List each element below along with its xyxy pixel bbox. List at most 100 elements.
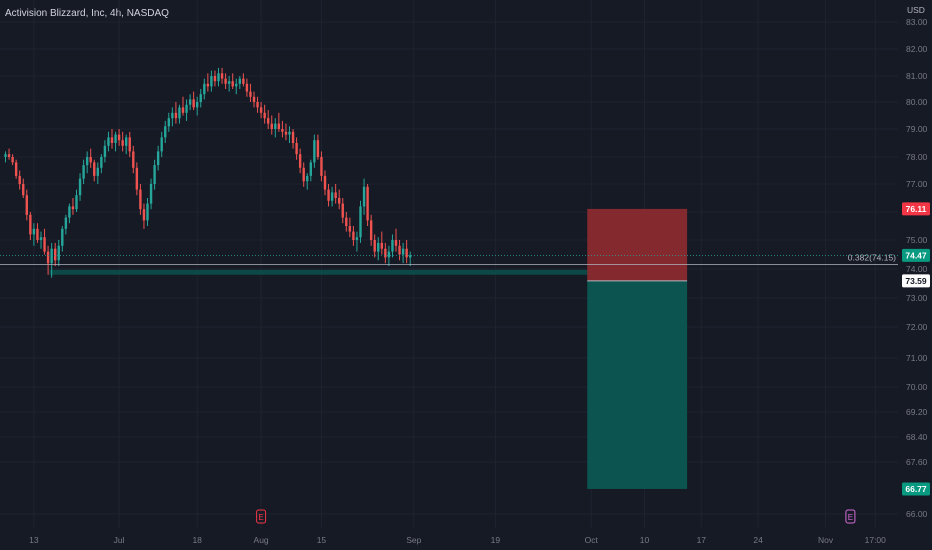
candle-body	[267, 118, 270, 124]
price-tick-label: 70.00	[906, 382, 928, 392]
price-tick-label: 67.60	[906, 457, 928, 467]
price-tick-label: 79.00	[906, 124, 928, 134]
candle-body	[188, 99, 192, 105]
candle-body	[238, 78, 241, 84]
time-tick-label: 13	[29, 535, 39, 545]
price-label-box	[902, 202, 930, 216]
overlays: 0.382(74.15) E E	[0, 253, 898, 524]
candle-body	[107, 137, 110, 146]
candle-body	[64, 217, 68, 229]
candle-body	[4, 154, 7, 157]
candle-body	[206, 83, 210, 87]
price-axis[interactable]: USD 66.00 67.60 68.40 69.20 70.00 71.00 72.00 73…	[902, 5, 930, 519]
earnings-marker	[256, 509, 267, 524]
candle-body	[345, 217, 348, 226]
price-tick-label: 83.00	[906, 17, 928, 27]
candle-body	[149, 184, 153, 204]
candle-body	[352, 231, 355, 240]
candle-body	[309, 162, 312, 176]
price-tick-label: 71.00	[906, 353, 928, 363]
candle-body	[210, 76, 213, 87]
candle-body	[54, 248, 57, 261]
price-label: 76.11	[906, 204, 927, 214]
price-label: 66.77	[905, 484, 927, 494]
candle-body	[341, 203, 344, 218]
candle-body	[249, 91, 252, 97]
time-tick-label: 19	[491, 535, 501, 545]
candle-body	[192, 99, 195, 108]
earnings-marker-label: E	[848, 513, 853, 522]
time-axis[interactable]: 13 Jul 18 Aug 15 Sep 19 Oct 10 17 24 Nov 17:00	[29, 535, 886, 545]
candle-body	[50, 248, 53, 264]
candle-body	[384, 248, 387, 258]
candle-body	[132, 151, 135, 168]
time-tick-label: 24	[753, 535, 763, 545]
candle-body	[11, 157, 14, 163]
candle-body	[96, 167, 99, 176]
candle-body	[405, 248, 408, 258]
candle-body	[281, 129, 284, 132]
candle-body	[284, 131, 288, 135]
candle-body	[171, 112, 174, 119]
candle-body	[295, 143, 298, 155]
candle-body	[110, 137, 114, 143]
candle-body	[125, 137, 128, 146]
price-tick-label: 80.00	[906, 97, 928, 107]
candle-body	[85, 157, 89, 166]
candle-body	[25, 195, 28, 215]
candle-body	[348, 226, 352, 232]
candle-body	[32, 228, 36, 235]
candle-body	[36, 228, 39, 240]
candle-body	[302, 167, 305, 182]
candle-body	[274, 123, 277, 129]
candle-body	[409, 255, 412, 258]
candle-body	[327, 189, 330, 201]
candle-body	[121, 140, 124, 146]
candle-body	[142, 209, 146, 221]
candle-body	[313, 140, 316, 163]
candle-body	[369, 220, 373, 240]
grid-lines	[0, 0, 898, 528]
candle-body	[39, 237, 43, 240]
price-tick-label: 72.00	[906, 322, 928, 332]
fib-0382-label: 0.382(74.15)	[848, 253, 896, 263]
candle-body	[220, 73, 224, 79]
candle-body	[146, 203, 149, 221]
support-zone	[49, 269, 592, 275]
candle-body	[306, 175, 309, 182]
price-tick-label: 81.00	[906, 71, 928, 81]
candle-body	[93, 162, 96, 176]
candle-body	[128, 137, 131, 152]
candle-body	[256, 102, 259, 108]
time-tick-label: Aug	[254, 535, 269, 545]
candle-body	[135, 167, 139, 190]
candle-body	[277, 123, 281, 129]
candle-body	[231, 81, 234, 87]
candle-body	[366, 186, 369, 221]
price-tick-label: 77.00	[906, 179, 928, 189]
price-tick-label: 73.00	[906, 293, 928, 303]
candle-body	[377, 242, 380, 252]
candle-body	[338, 198, 341, 204]
candle-body	[323, 175, 327, 190]
candle-body	[75, 195, 78, 210]
earnings-marker	[845, 509, 856, 524]
time-tick-label: Jul	[114, 535, 125, 545]
candle-body	[71, 206, 75, 210]
price-label-box	[902, 248, 930, 262]
candle-body	[185, 104, 188, 113]
stop-loss-zone	[587, 208, 688, 281]
candle-body	[103, 145, 107, 157]
price-label-box	[902, 274, 930, 288]
earnings-marker-label: E	[258, 513, 263, 522]
candle-body	[320, 157, 323, 176]
price-tick-label: 78.00	[906, 152, 928, 162]
candle-body	[178, 107, 181, 119]
candle-body	[213, 76, 217, 82]
candle-body	[82, 165, 85, 179]
candle-body	[298, 154, 302, 168]
price-tick-label: 75.00	[906, 235, 928, 245]
candle-body	[160, 137, 163, 152]
candle-body	[373, 240, 376, 252]
